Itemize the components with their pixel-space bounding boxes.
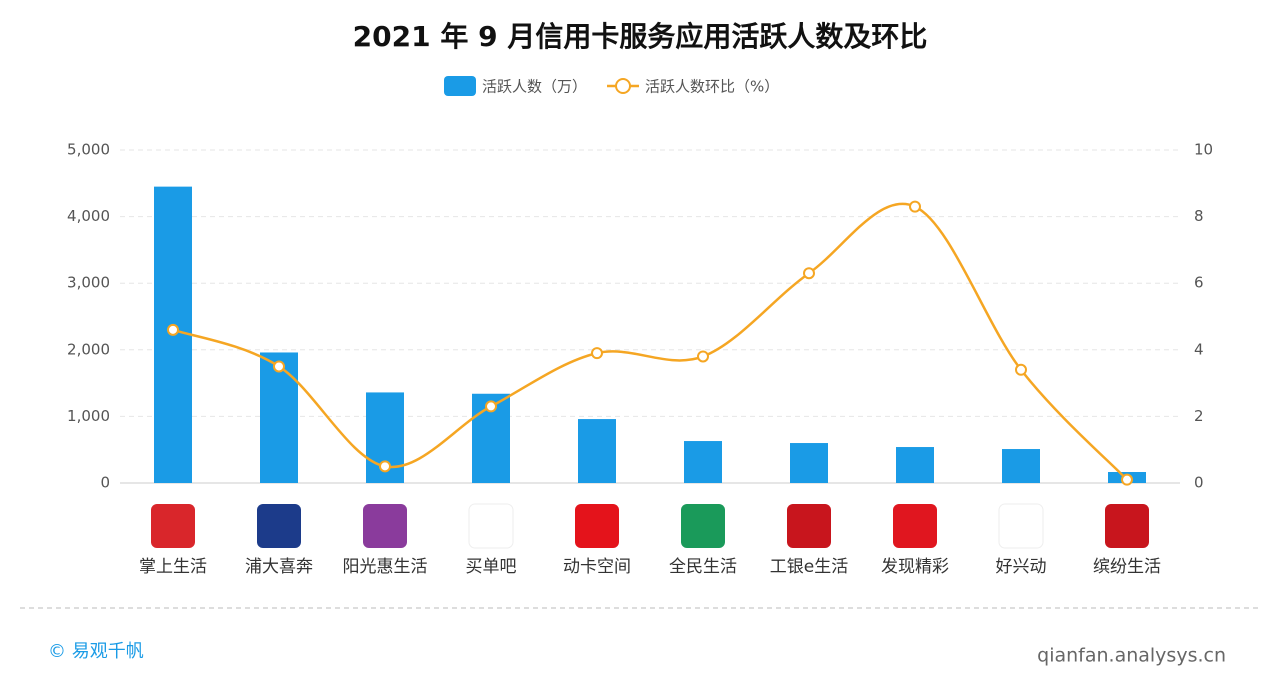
- y2-tick-label: 2: [1194, 407, 1204, 425]
- line-point: [1015, 363, 1027, 376]
- y2-tick-label: 6: [1194, 274, 1204, 292]
- y2-tick-label: 0: [1194, 474, 1204, 492]
- bar: [578, 419, 616, 483]
- bar: [1002, 449, 1040, 483]
- line-point: [1121, 473, 1133, 486]
- y-tick-label: 1,000: [67, 407, 110, 425]
- app-icon: [998, 503, 1044, 549]
- y-tick-label: 3,000: [67, 274, 110, 292]
- app-icon: [151, 504, 195, 548]
- copyright: © 易观千帆: [48, 641, 144, 662]
- x-tick-label: 动卡空间: [563, 557, 631, 577]
- y2-tick-label: 8: [1194, 207, 1204, 225]
- line-point: [909, 200, 921, 213]
- y-tick-label: 2,000: [67, 340, 110, 358]
- x-tick-label: 全民生活: [669, 557, 737, 577]
- line-point: [591, 347, 603, 360]
- chart-title: 2021 年 9 月信用卡服务应用活跃人数及环比: [353, 20, 928, 53]
- site-url: qianfan.analysys.cn: [1037, 645, 1226, 667]
- y-tick-label: 5,000: [67, 141, 110, 159]
- app-icon: [257, 504, 301, 548]
- app-icon: [681, 504, 725, 548]
- y2-tick-label: 10: [1194, 141, 1213, 159]
- x-tick-label: 阳光惠生活: [343, 557, 428, 577]
- x-tick-label: 缤纷生活: [1093, 557, 1161, 577]
- x-tick-label: 掌上生活: [139, 557, 207, 577]
- x-tick-label: 发现精彩: [881, 557, 949, 577]
- x-tick-label: 好兴动: [996, 557, 1047, 577]
- legend-label: 活跃人数环比（%）: [645, 78, 779, 96]
- bar: [260, 352, 298, 483]
- bar: [790, 443, 828, 483]
- line-point: [485, 400, 497, 413]
- line-point: [167, 323, 179, 336]
- app-icon: [363, 504, 407, 548]
- legend-label: 活跃人数（万）: [482, 78, 587, 96]
- app-icon: [468, 503, 514, 549]
- line-point: [697, 350, 709, 363]
- app-icon: [893, 504, 937, 548]
- bar: [684, 441, 722, 483]
- bar: [896, 447, 934, 483]
- y-tick-label: 0: [100, 474, 110, 492]
- legend-swatch: [444, 76, 476, 96]
- legend-swatch: [615, 78, 632, 94]
- line-point: [803, 267, 815, 280]
- x-tick-label: 浦大喜奔: [245, 557, 313, 577]
- x-tick-label: 买单吧: [466, 557, 517, 577]
- app-icon: [1105, 504, 1149, 548]
- x-tick-label: 工银e生活: [770, 557, 848, 577]
- app-icon: [787, 504, 831, 548]
- line-point: [273, 360, 285, 373]
- line: [172, 202, 1128, 481]
- y2-tick-label: 4: [1194, 340, 1204, 358]
- y-tick-label: 4,000: [67, 207, 110, 225]
- line-point: [379, 460, 391, 473]
- app-icon: [575, 504, 619, 548]
